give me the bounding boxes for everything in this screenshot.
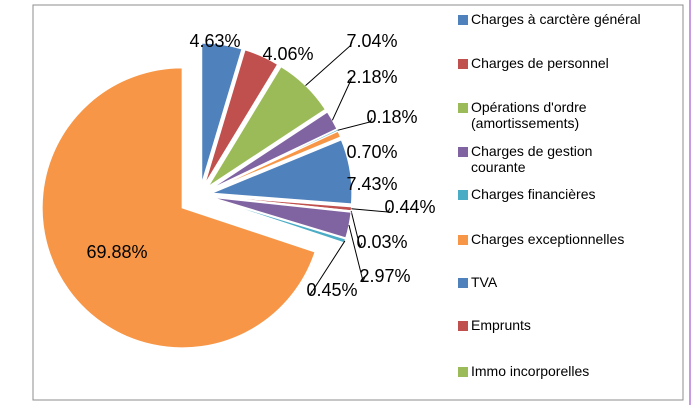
- pie-slice: [201, 42, 243, 184]
- legend-swatch: [458, 147, 468, 157]
- legend-swatch: [458, 103, 468, 113]
- legend-label: Emprunts: [471, 317, 531, 333]
- legend-swatch: [458, 278, 468, 288]
- data-label: 2.18%: [346, 67, 397, 87]
- legend-label: Immo incorporelles: [471, 363, 590, 379]
- data-label: 7.04%: [346, 31, 397, 51]
- pie-slice: [204, 49, 279, 185]
- data-label: 2.97%: [359, 266, 410, 286]
- data-label: 4.06%: [262, 44, 313, 64]
- legend-swatch: [458, 235, 468, 245]
- legend-label: TVA: [471, 274, 498, 290]
- pie-slice: [211, 139, 353, 205]
- data-label: 4.63%: [189, 31, 240, 51]
- leader-line: [337, 117, 373, 131]
- data-label: 0.70%: [346, 142, 397, 162]
- legend-swatch: [458, 59, 468, 69]
- legend-swatch: [458, 15, 468, 25]
- data-label: 7.43%: [346, 174, 397, 194]
- legend-swatch: [458, 367, 468, 377]
- legend-label: Charges de gestion courante: [471, 143, 593, 175]
- legend-swatch: [458, 321, 468, 331]
- leader-line: [305, 41, 353, 86]
- legend-label: Charges à carctère général: [471, 11, 641, 27]
- leader-line: [331, 77, 353, 121]
- pie-slice: [207, 66, 326, 187]
- pie-slice: [210, 130, 342, 191]
- legend-label: Charges exceptionnelles: [471, 231, 625, 247]
- leader-line: [351, 207, 391, 213]
- leader-line: [348, 225, 366, 283]
- data-label: 0.44%: [384, 197, 435, 217]
- legend-label: Charges de personnel: [471, 55, 609, 71]
- leader-line: [350, 210, 363, 249]
- leader-line: [309, 240, 346, 296]
- pie-slice: [41, 67, 316, 349]
- data-label: 69.88%: [86, 242, 147, 262]
- legend-swatch: [458, 190, 468, 200]
- data-label: 0.45%: [306, 280, 357, 300]
- data-label: 0.18%: [366, 107, 417, 127]
- data-label: 0.03%: [356, 232, 407, 252]
- legend-label: Opérations d'ordre (amortissements): [471, 99, 587, 131]
- legend-label: Charges financières: [471, 186, 596, 202]
